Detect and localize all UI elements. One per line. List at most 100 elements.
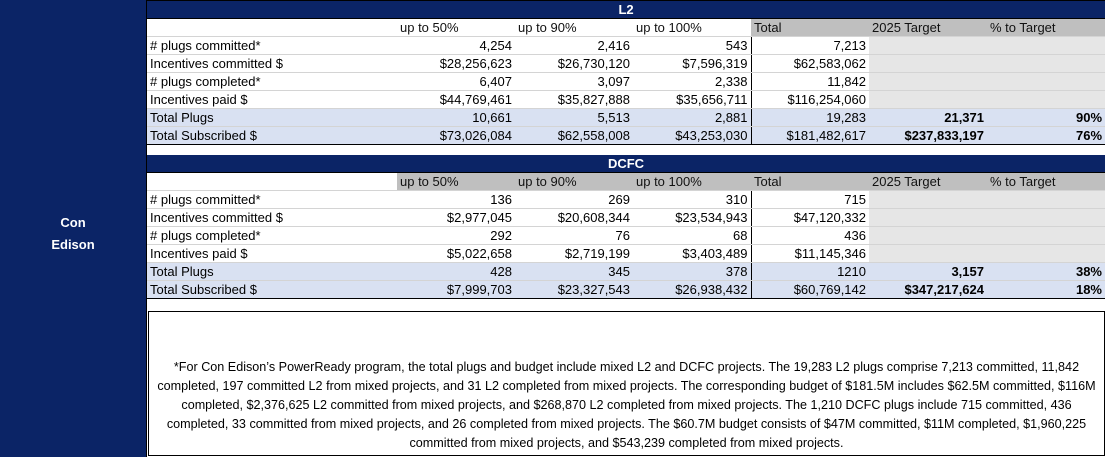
total-value-cell: 5,513 — [515, 108, 633, 127]
target-value: 3,157 — [869, 262, 987, 281]
total-value-cell: $73,026,084 — [397, 126, 515, 145]
program-label: Con Edison — [0, 0, 147, 457]
target-cell-empty — [869, 190, 987, 209]
row-label: # plugs completed* — [147, 226, 397, 245]
l2-col-100: up to 100% — [633, 18, 751, 37]
value-cell: $26,730,120 — [515, 54, 633, 73]
target-cell-empty — [869, 244, 987, 263]
target-cell-empty — [869, 36, 987, 55]
value-cell: 436 — [751, 226, 869, 245]
pct-to-target: 18% — [987, 280, 1105, 299]
program-name-line1: Con — [60, 214, 86, 230]
total-value-cell: $26,938,432 — [633, 280, 752, 299]
total-value-cell: 2,881 — [633, 108, 752, 127]
value-cell: $116,254,060 — [751, 90, 869, 109]
value-cell: 136 — [397, 190, 515, 209]
dcfc-total-row: Total Plugs 428 345 378 1210 3,157 38% — [147, 262, 1105, 281]
value-cell: $35,656,711 — [633, 90, 752, 109]
l2-row: # plugs completed* 6,407 3,097 2,338 11,842 — [147, 72, 1106, 91]
l2-header-blank — [147, 18, 397, 37]
total-value-cell: 378 — [633, 262, 752, 281]
dcfc-col-90: up to 90% — [515, 172, 633, 191]
l2-col-target: 2025 Target — [869, 18, 987, 37]
value-cell: $44,769,461 — [397, 90, 515, 109]
value-cell: 2,416 — [515, 36, 633, 55]
row-label: # plugs committed* — [147, 36, 397, 55]
dcfc-header-blank — [147, 172, 397, 191]
value-cell: $20,608,344 — [515, 208, 633, 227]
pct-cell-empty — [987, 190, 1105, 209]
value-cell: 7,213 — [751, 36, 869, 55]
total-value-cell: 428 — [397, 262, 515, 281]
dcfc-col-100: up to 100% — [633, 172, 751, 191]
dcfc-total-row: Total Subscribed $ $7,999,703 $23,327,543 $… — [147, 280, 1105, 299]
value-cell: $35,827,888 — [515, 90, 633, 109]
footnote-box: *For Con Edison’s PowerReady program, th… — [148, 311, 1105, 456]
l2-col-total: Total — [751, 18, 869, 37]
footnote-text: *For Con Edison’s PowerReady program, th… — [157, 360, 1096, 450]
pct-cell-empty — [987, 226, 1105, 245]
dcfc-row: # plugs committed* 136 269 310 715 — [147, 190, 1105, 209]
dcfc-col-target: 2025 Target — [869, 172, 987, 191]
value-cell: 2,338 — [633, 72, 752, 91]
l2-total-row: Total Plugs 10,661 5,513 2,881 19,283 21,371 9… — [147, 108, 1106, 127]
pct-cell-empty — [987, 54, 1106, 73]
value-cell: 3,097 — [515, 72, 633, 91]
pct-to-target: 90% — [987, 108, 1106, 127]
total-value-cell: $60,769,142 — [751, 280, 869, 299]
l2-row: Incentives paid $ $44,769,461 $35,827,888 $… — [147, 90, 1106, 109]
value-cell: $62,583,062 — [751, 54, 869, 73]
pct-cell-empty — [987, 36, 1106, 55]
value-cell: 76 — [515, 226, 633, 245]
total-value-cell: $7,999,703 — [397, 280, 515, 299]
value-cell: $2,977,045 — [397, 208, 515, 227]
total-label: Total Plugs — [147, 262, 397, 281]
l2-col-90: up to 90% — [515, 18, 633, 37]
row-label: # plugs completed* — [147, 72, 397, 91]
dcfc-col-total: Total — [751, 172, 869, 191]
total-label: Total Plugs — [147, 108, 397, 127]
row-label: Incentives paid $ — [147, 244, 397, 263]
total-value-cell: 1210 — [751, 262, 869, 281]
target-value: $347,217,624 — [869, 280, 987, 299]
l2-col-pct: % to Target — [987, 18, 1106, 37]
total-value-cell: $23,327,543 — [515, 280, 633, 299]
target-cell-empty — [869, 90, 987, 109]
value-cell: $23,534,943 — [633, 208, 752, 227]
dcfc-col-pct: % to Target — [987, 172, 1105, 191]
total-value-cell: $43,253,030 — [633, 126, 752, 145]
row-label: Incentives committed $ — [147, 208, 397, 227]
target-cell-empty — [869, 208, 987, 227]
target-value: $237,833,197 — [869, 126, 987, 145]
total-value-cell: 19,283 — [751, 108, 869, 127]
dcfc-section-title: DCFC — [147, 155, 1105, 173]
l2-col-50: up to 50% — [397, 18, 515, 37]
value-cell: $2,719,199 — [515, 244, 633, 263]
value-cell: $11,145,346 — [751, 244, 869, 263]
target-cell-empty — [869, 72, 987, 91]
total-value-cell: 10,661 — [397, 108, 515, 127]
value-cell: 68 — [633, 226, 752, 245]
target-cell-empty — [869, 226, 987, 245]
total-value-cell: $62,558,008 — [515, 126, 633, 145]
value-cell: 269 — [515, 190, 633, 209]
pct-cell-empty — [987, 90, 1106, 109]
value-cell: 292 — [397, 226, 515, 245]
l2-table: L2 up to 50% up to 90% up to 100% Total … — [147, 1, 1106, 145]
l2-row: # plugs committed* 4,254 2,416 543 7,213 — [147, 36, 1106, 55]
target-cell-empty — [869, 54, 987, 73]
value-cell: $3,403,489 — [633, 244, 752, 263]
value-cell: 11,842 — [751, 72, 869, 91]
l2-section-title: L2 — [147, 1, 1106, 19]
value-cell: 6,407 — [397, 72, 515, 91]
value-cell: 715 — [751, 190, 869, 209]
dcfc-row: # plugs completed* 292 76 68 436 — [147, 226, 1105, 245]
value-cell: 543 — [633, 36, 752, 55]
dcfc-table: DCFC up to 50% up to 90% up to 100% Tota… — [147, 155, 1105, 299]
pct-cell-empty — [987, 72, 1106, 91]
dcfc-row: Incentives committed $ $2,977,045 $20,608,… — [147, 208, 1105, 227]
value-cell: 310 — [633, 190, 752, 209]
value-cell: 4,254 — [397, 36, 515, 55]
pct-cell-empty — [987, 208, 1105, 227]
total-value-cell: $181,482,617 — [751, 126, 869, 145]
